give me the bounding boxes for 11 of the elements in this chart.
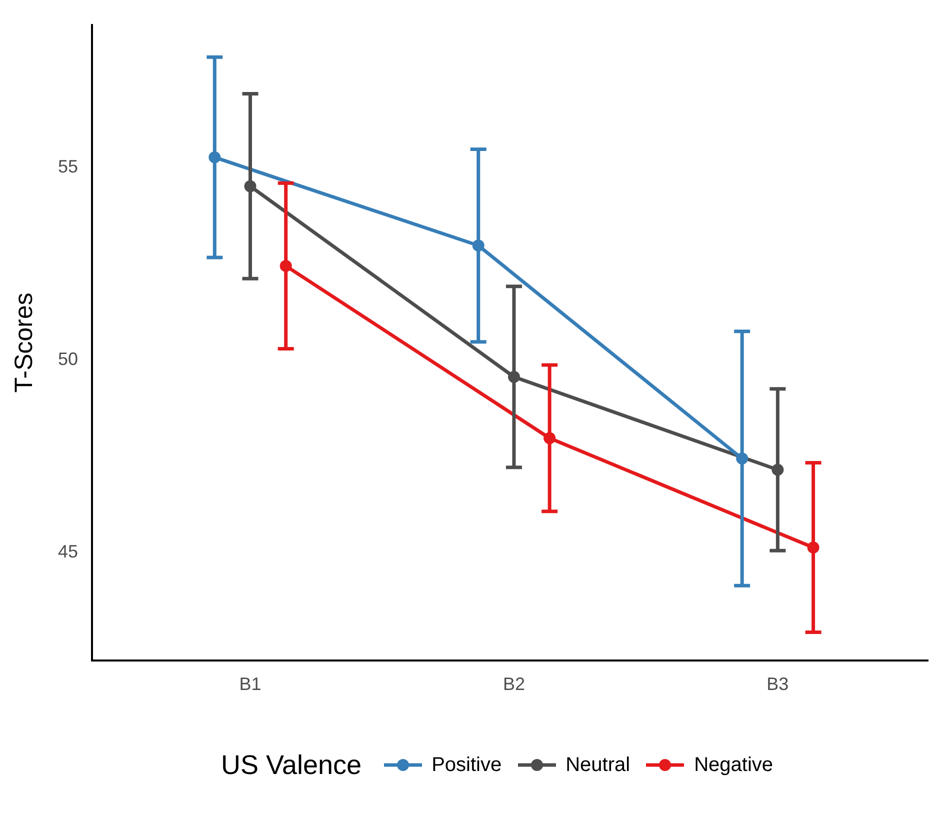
x-tick-label: B2: [502, 674, 525, 694]
legend-label: Neutral: [566, 754, 630, 776]
x-tick-label: B1: [239, 674, 262, 694]
x-tick-label: B3: [766, 674, 789, 694]
y-axis-title: T-Scores: [10, 292, 38, 393]
legend-title: US Valence: [220, 750, 362, 780]
y-tick-label: 45: [58, 542, 78, 562]
y-tick-label: 55: [58, 156, 78, 176]
legend-label: Negative: [694, 754, 774, 776]
legend-label: Positive: [432, 754, 502, 776]
y-tick-label: 50: [58, 348, 78, 369]
